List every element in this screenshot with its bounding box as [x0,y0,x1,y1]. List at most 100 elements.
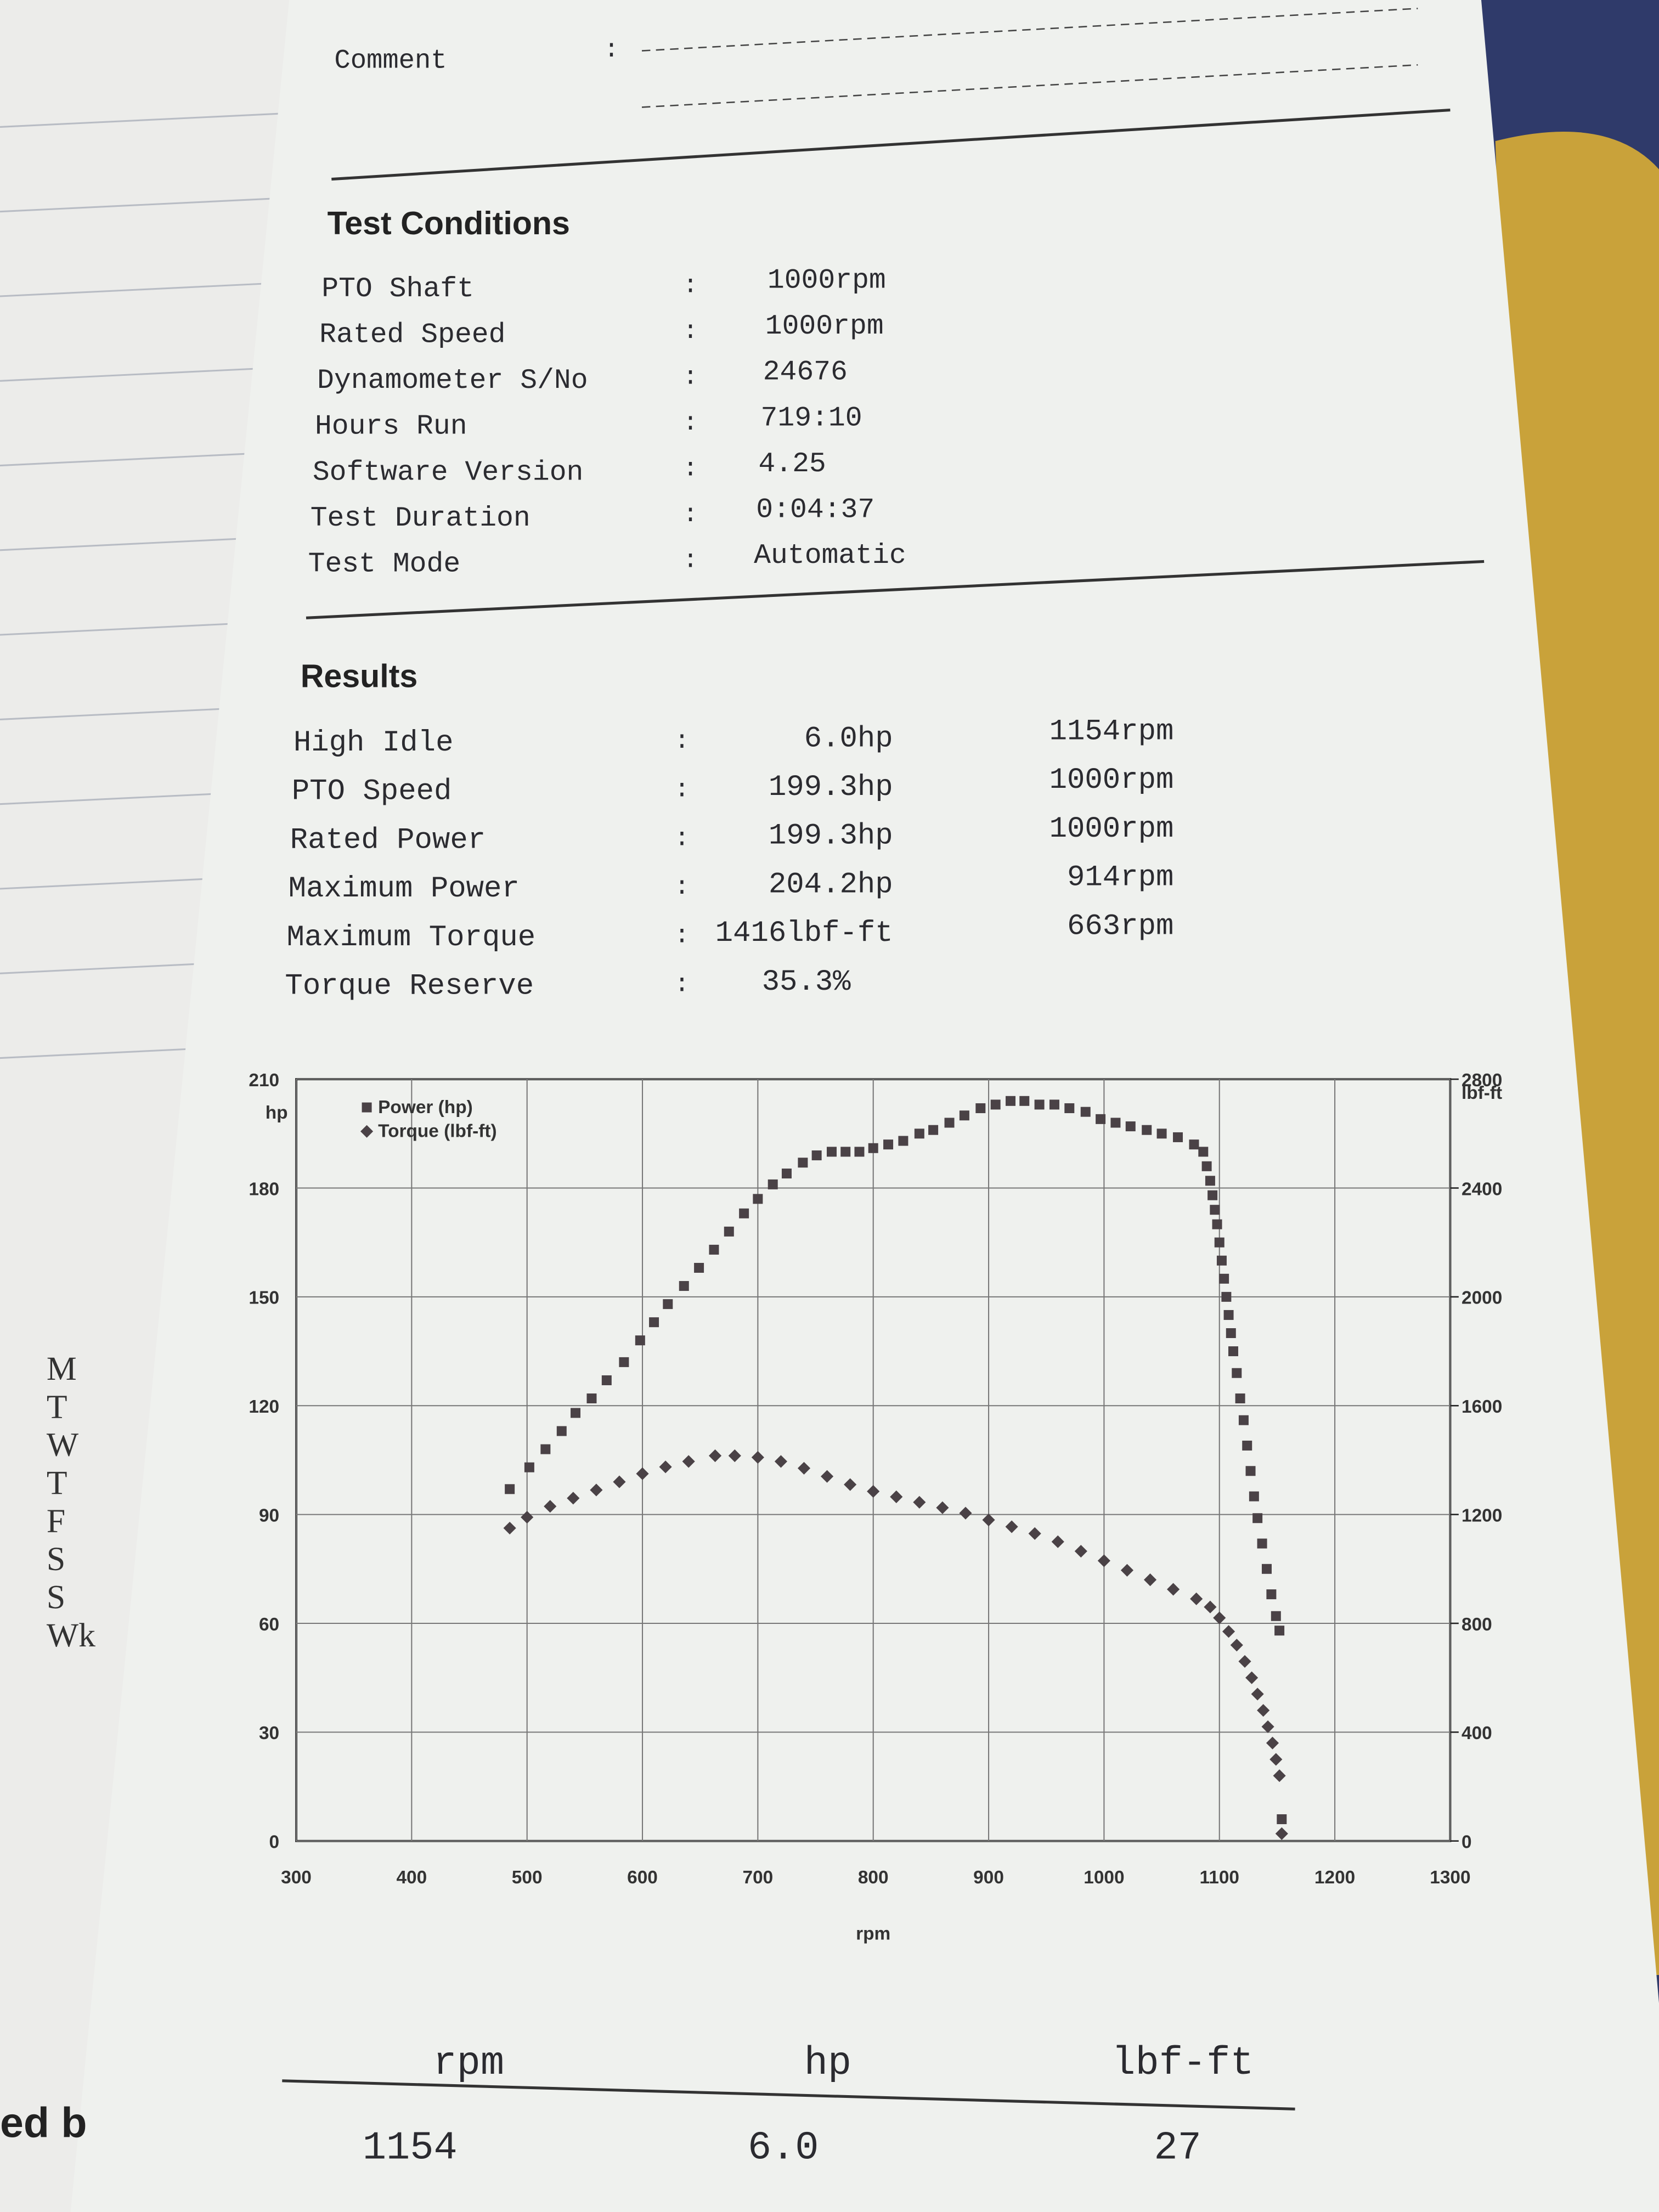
result-value: 35.3% [762,966,851,999]
power-point [1242,1440,1252,1451]
power-point [1205,1176,1215,1186]
power-point [811,1150,822,1160]
power-point [724,1226,734,1237]
power-point [505,1484,515,1494]
power-point [649,1317,659,1328]
condition-value: 719:10 [761,402,862,434]
torque-point [544,1500,557,1513]
weekday: S [47,1541,65,1578]
torque-point [728,1449,741,1463]
result-rpm: 1000rpm [1049,764,1174,797]
x-tick-label: 1300 [1430,1867,1470,1888]
separator: : [674,872,690,901]
power-point [1226,1328,1236,1338]
torque-point [636,1467,649,1480]
condition-label: Test Duration [311,503,531,534]
result-value: 1416lbf-ft [715,917,893,950]
power-point [586,1393,597,1404]
comment-label: Comment [334,45,447,76]
power-point [739,1208,749,1218]
separator: : [674,726,690,755]
y2-tick-label: 1200 [1462,1505,1502,1526]
condition-label: Hours Run [315,411,467,443]
power-point [1238,1415,1249,1425]
power-point [1261,1564,1272,1574]
power-point [635,1335,645,1346]
power-point [1201,1161,1212,1171]
y2-tick-label: 2800 [1462,1070,1502,1091]
x-tick-label: 1100 [1200,1867,1239,1888]
power-point [1257,1538,1267,1549]
power-point [990,1099,1001,1110]
x-tick-label: 1000 [1084,1867,1124,1888]
power-point [1064,1103,1075,1114]
power-point [1232,1368,1242,1378]
power-point [840,1147,851,1157]
power-point [1096,1114,1106,1124]
torque-point [1097,1554,1110,1567]
y2-tick-label: 2000 [1462,1288,1502,1308]
power-point [1034,1099,1045,1110]
torque-point [797,1462,811,1475]
yellow-object [1495,132,1659,1975]
result-value: 199.3hp [769,820,893,853]
y2-axis-label: lbf-ft [1462,1083,1502,1103]
result-rpm: 914rpm [1067,861,1173,895]
separator: : [683,546,698,575]
power-point [601,1375,612,1385]
power-point [1249,1491,1259,1502]
table-cell: 1154 [363,2125,458,2170]
torque-point [982,1513,995,1527]
y2-tick-label: 800 [1462,1615,1492,1635]
torque-point [1222,1625,1235,1638]
power-point [1219,1273,1229,1284]
y-tick-label: 30 [259,1723,279,1743]
result-label: Torque Reserve [285,970,534,1003]
torque-point [751,1451,764,1464]
weekday: S [47,1578,65,1616]
dash-line [641,64,1418,108]
y2-tick-label: 400 [1462,1723,1492,1743]
torque-point [1261,1720,1274,1733]
power-point [1142,1125,1152,1135]
torque-point [682,1455,695,1468]
power-point [1212,1219,1222,1229]
power-point [679,1281,689,1291]
power-point [1221,1291,1232,1302]
x-tick-label: 400 [396,1867,427,1888]
condition-label: PTO Shaft [321,273,474,305]
torque-point [1120,1564,1134,1577]
y2-tick-label: 2400 [1462,1179,1502,1199]
legend-entry: Torque (lbf-ft) [378,1121,496,1142]
weekday: M [47,1350,77,1387]
power-point [1271,1611,1281,1621]
separator: : [683,317,698,346]
torque-point [1238,1655,1251,1668]
weekday: T [47,1464,67,1502]
power-point [959,1110,969,1121]
result-rpm: 1000rpm [1049,812,1174,846]
torque-point [1273,1769,1286,1782]
torque-point [959,1506,972,1520]
separator: : [604,35,619,64]
rule [331,109,1451,181]
power-point [944,1118,955,1128]
torque-point [590,1483,603,1497]
torque-point [844,1478,857,1491]
condition-label: Dynamometer S/No [317,365,588,397]
power-point [781,1169,792,1179]
torque-point [821,1470,834,1483]
power-point [619,1357,629,1367]
torque-point [936,1501,949,1514]
power-point [1173,1132,1183,1142]
power-point [524,1462,534,1472]
power-point [556,1426,567,1436]
legend-entry: Power (hp) [378,1097,473,1118]
power-point [540,1444,551,1454]
power-point [1198,1147,1209,1157]
condition-value: 4.25 [758,448,826,480]
power-point [1110,1118,1121,1128]
x-axis-label: rpm [856,1924,890,1944]
